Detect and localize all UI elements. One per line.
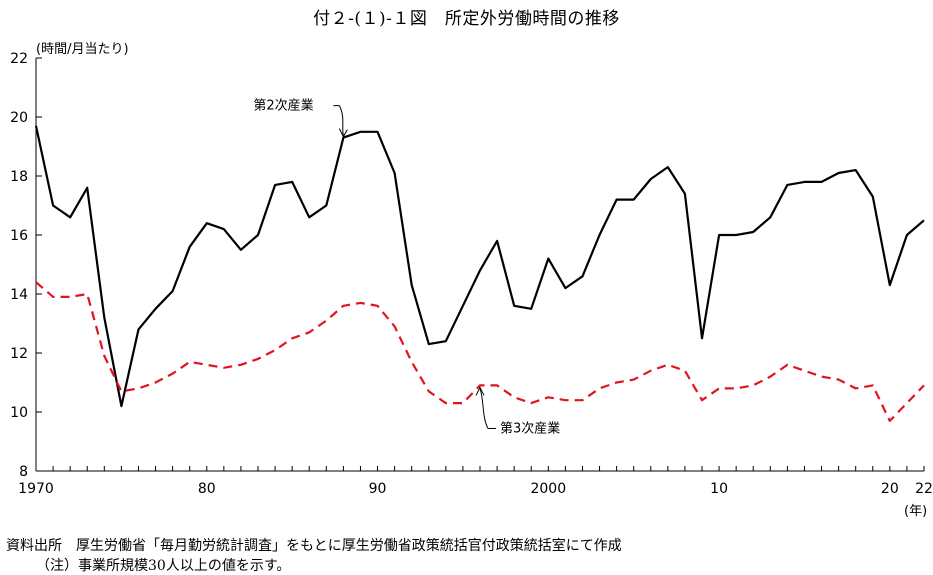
annotation-arrow: [479, 388, 489, 429]
x-tick-label: 90: [369, 481, 387, 497]
x-tick-label: 22: [915, 481, 933, 497]
y-tick-label: 10: [10, 405, 28, 421]
x-tick-label: 1970: [18, 481, 54, 497]
x-axis-unit-label: (年): [904, 504, 928, 519]
chart-title: 付２-(１)-１図 所定外労働時間の推移: [313, 9, 620, 29]
x-tick-label: 10: [710, 481, 728, 497]
x-tick-label: 80: [198, 481, 216, 497]
y-tick-label: 22: [10, 51, 28, 67]
source-note: 資料出所 厚生労働省「毎月勤労統計調査」をもとに厚生労働省政策統括官付政策統括室…: [6, 538, 622, 554]
series-line-2: [35, 281, 925, 422]
y-tick-label: 14: [10, 287, 28, 303]
y-tick-label: 18: [10, 169, 28, 185]
y-axis-unit-label: (時間/月当たり): [36, 42, 129, 57]
x-tick-label: 2000: [530, 481, 566, 497]
y-tick-label: 20: [10, 110, 28, 126]
annotation-label-industry-3: 第3次産業: [500, 420, 560, 436]
chart-axes: 8 10 12 14 16 18 20 22 1970 80 90 2000 10 20 22: [10, 51, 933, 497]
annotation-label-industry-2: 第2次産業: [253, 98, 313, 114]
y-tick-label: 8: [19, 464, 28, 480]
annotation-arrowhead: [475, 386, 485, 396]
x-tick-label: 20: [881, 481, 899, 497]
annotation-arrowhead: [338, 128, 348, 138]
chart-series: [34, 125, 925, 422]
y-tick-label: 12: [10, 346, 28, 362]
annotation-arrow: [338, 105, 344, 136]
series-line-1: [34, 125, 925, 408]
y-tick-label: 16: [10, 228, 28, 244]
footnote: （注）事業所規模30人以上の値を示す。: [36, 558, 291, 574]
